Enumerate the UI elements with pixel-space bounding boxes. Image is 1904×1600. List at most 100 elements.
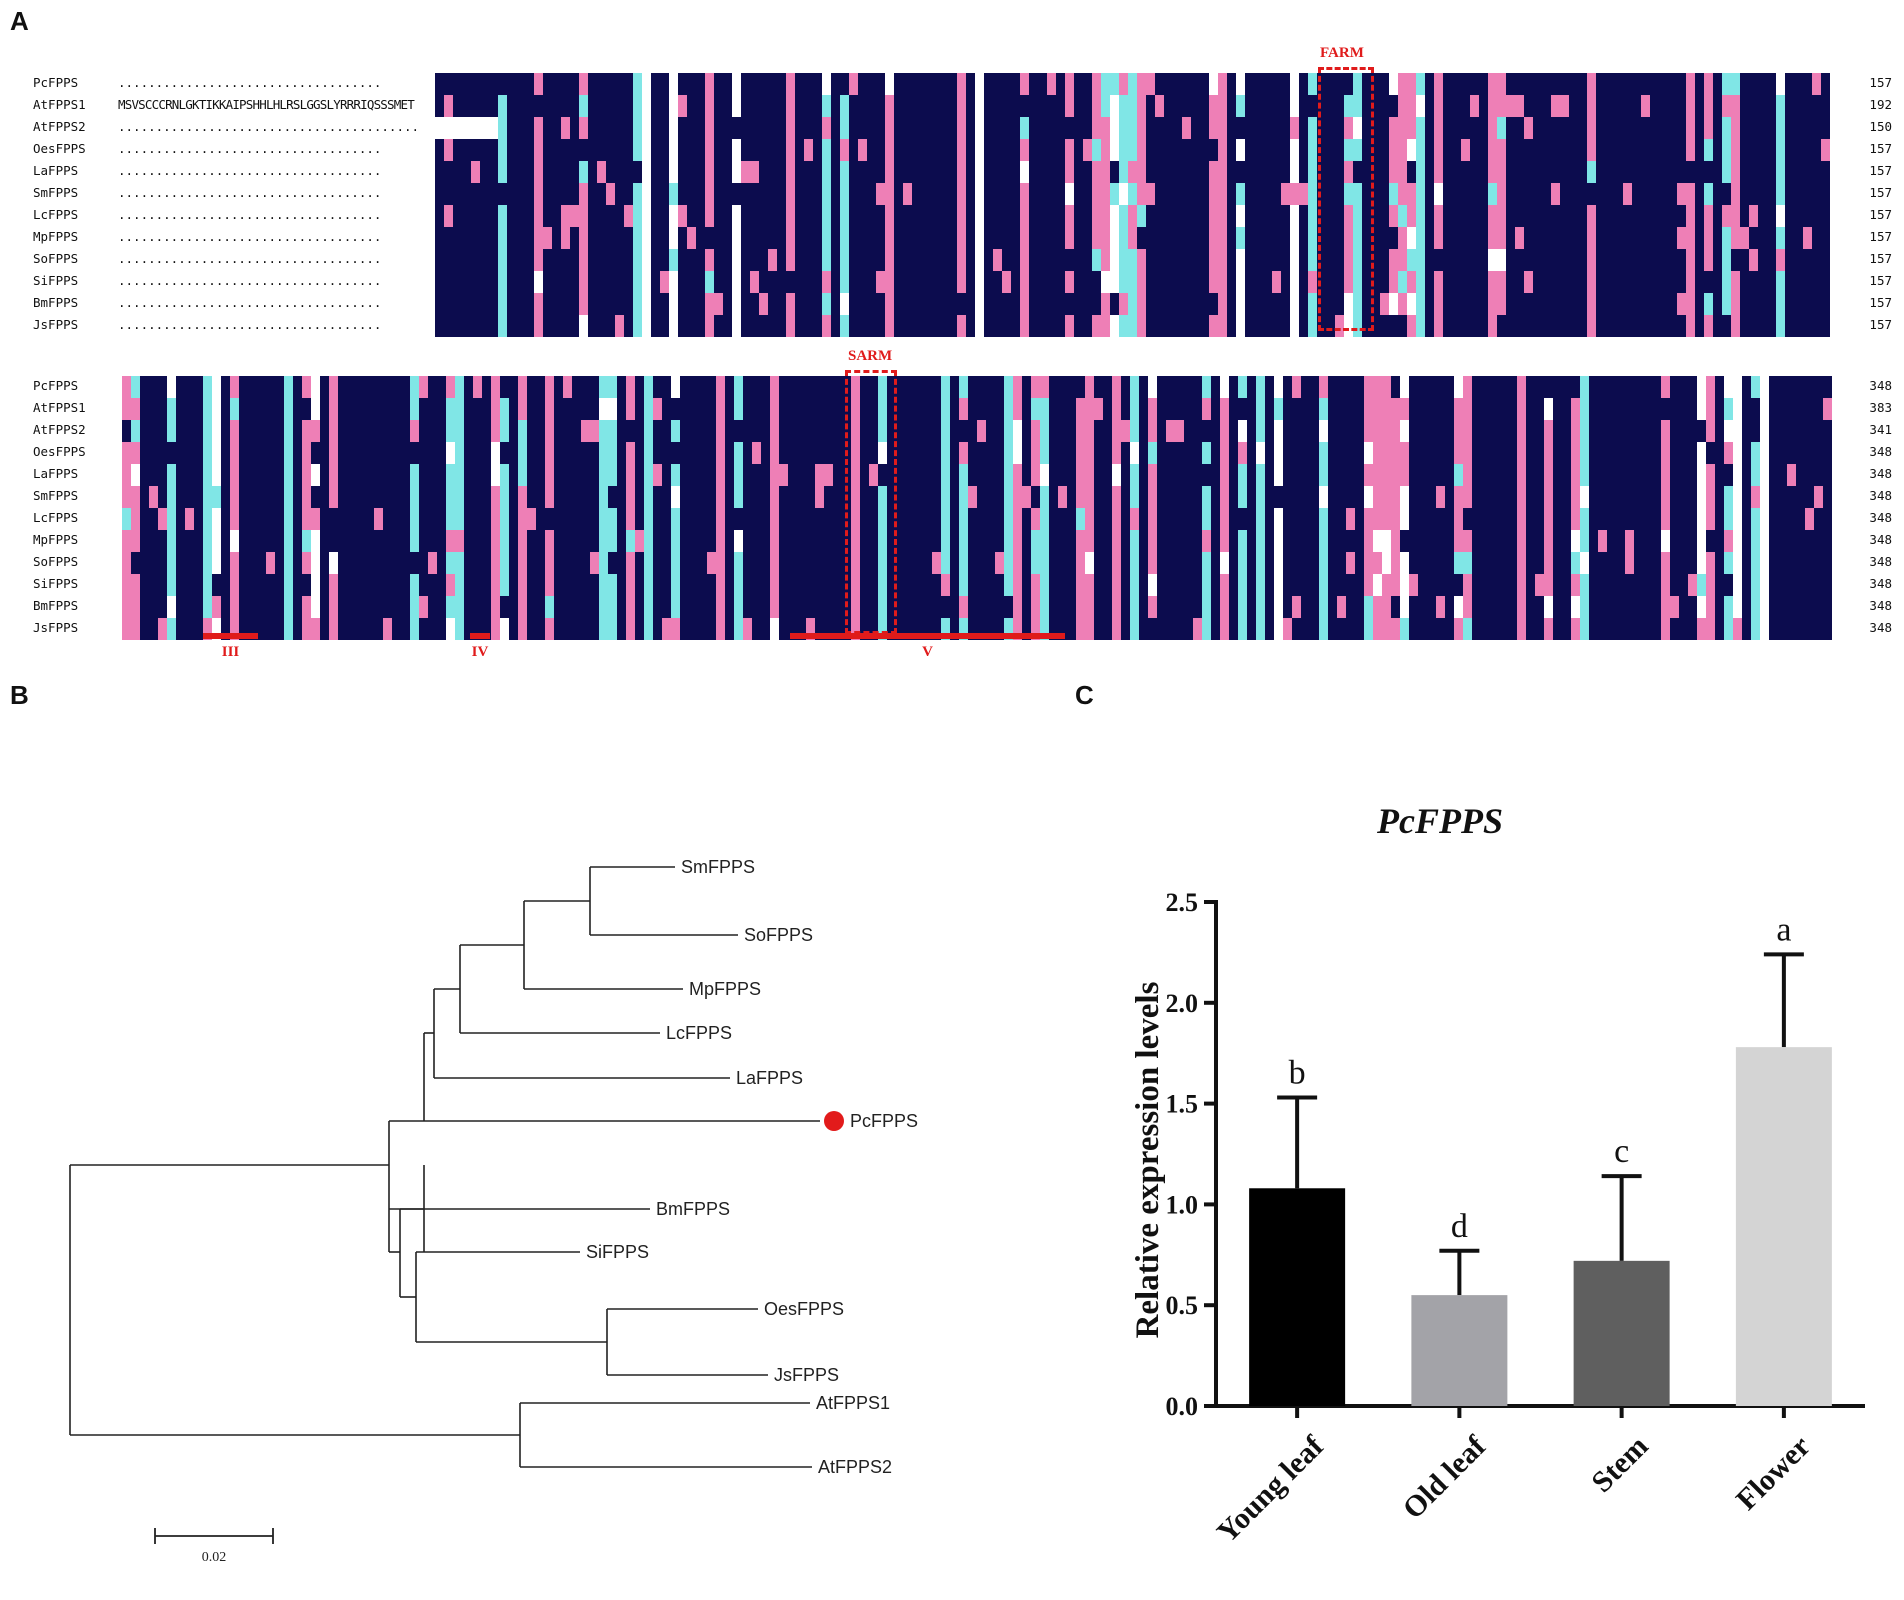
y-tick-label: 1.5 — [1166, 1090, 1199, 1119]
tree-tip-label: PcFPPS — [850, 1111, 918, 1131]
seq-end-position: 192 — [1869, 97, 1892, 112]
seq-residues — [122, 442, 1835, 464]
seq-residues — [435, 271, 1835, 293]
seq-end-position: 150 — [1869, 119, 1892, 134]
seq-residues — [122, 574, 1835, 596]
seq-end-position: 348 — [1869, 576, 1892, 591]
bar-young-leaf — [1249, 1188, 1346, 1406]
alignment-block-1: PcFPPS..................................… — [0, 45, 1904, 420]
chart-title: PcFPPS — [1376, 801, 1503, 841]
seq-name: OesFPPS — [33, 141, 86, 156]
scale-bar: 0.02 — [154, 1528, 274, 1565]
seq-residues — [122, 486, 1835, 508]
tree-tip-label: MpFPPS — [689, 979, 761, 999]
seq-residues — [122, 376, 1835, 398]
motif-bar — [790, 633, 1065, 639]
motif-label-farm: FARM — [1320, 45, 1364, 61]
seq-gap-dots: ................................... — [118, 141, 382, 156]
seq-residues — [435, 315, 1835, 337]
seq-residues — [122, 508, 1835, 530]
tree-tip-label: LcFPPS — [666, 1023, 732, 1043]
alignment-block-2: PcFPPS 348 AtFPPS1 383 AtFPPS2 341 OesFPPS 348 L… — [0, 348, 1904, 665]
y-tick-label: 2.5 — [1166, 888, 1199, 917]
seq-residues — [122, 596, 1835, 618]
seq-end-position: 348 — [1869, 554, 1892, 569]
panel-c-label: C — [1075, 680, 1094, 710]
seq-name: MpFPPS — [33, 532, 79, 547]
seq-name: BmFPPS — [33, 598, 79, 613]
seq-name: SoFPPS — [33, 251, 79, 266]
seq-residues — [122, 464, 1835, 486]
seq-name: SiFPPS — [33, 273, 79, 288]
significance-letter: a — [1776, 911, 1791, 948]
tree-tip-label: SiFPPS — [586, 1242, 649, 1262]
motif-label: V — [922, 644, 933, 660]
seq-name: SoFPPS — [33, 554, 79, 569]
panel-b-label: B — [10, 680, 29, 710]
seq-end-position: 383 — [1869, 400, 1892, 415]
seq-name: PcFPPS — [33, 75, 79, 90]
motif-label-sarm: SARM — [848, 348, 893, 364]
motif-bar — [470, 633, 490, 639]
seq-gap-dots: ................................... — [118, 295, 382, 310]
scale-label: 0.02 — [202, 1550, 227, 1565]
seq-name: LaFPPS — [33, 163, 79, 178]
tree-tip-label: BmFPPS — [656, 1199, 730, 1219]
seq-end-position: 157 — [1869, 185, 1892, 200]
motif-label: III — [221, 644, 240, 660]
seq-name: SmFPPS — [33, 185, 79, 200]
y-axis-label: Relative expression levels — [1130, 981, 1166, 1338]
seq-residues — [122, 398, 1835, 420]
tree-tip-label: SoFPPS — [744, 925, 813, 945]
seq-name: LcFPPS — [33, 510, 79, 525]
y-tick-label: 0.5 — [1166, 1291, 1199, 1320]
seq-end-position: 157 — [1869, 273, 1892, 288]
seq-residues — [435, 161, 1835, 183]
seq-residues — [435, 293, 1835, 315]
seq-name: AtFPPS1 — [33, 97, 86, 112]
seq-gap-dots: ................................... — [118, 229, 382, 244]
seq-name: LcFPPS — [33, 207, 79, 222]
tree-tip-label: JsFPPS — [774, 1365, 839, 1385]
seq-name: LaFPPS — [33, 466, 79, 481]
seq-name: AtFPPS2 — [33, 422, 86, 437]
seq-residues — [435, 227, 1835, 249]
seq-end-position: 348 — [1869, 466, 1892, 481]
seq-name: SiFPPS — [33, 576, 79, 591]
seq-residues — [435, 249, 1835, 271]
seq-end-position: 348 — [1869, 378, 1892, 393]
y-tick-label: 1.0 — [1166, 1190, 1199, 1219]
seq-end-position: 157 — [1869, 251, 1892, 266]
seq-end-position: 157 — [1869, 317, 1892, 332]
seq-end-position: 157 — [1869, 75, 1892, 90]
seq-end-position: 348 — [1869, 598, 1892, 613]
motif-box-farm — [1318, 67, 1374, 331]
seq-end-position: 157 — [1869, 229, 1892, 244]
seq-gap-dots: ................................... — [118, 273, 382, 288]
seq-end-position: 348 — [1869, 488, 1892, 503]
significance-letter: b — [1289, 1055, 1306, 1092]
motif-bar — [203, 633, 258, 639]
seq-name: MpFPPS — [33, 229, 79, 244]
bar-stem — [1573, 1260, 1670, 1406]
seq-gap-dots: ................................... — [118, 251, 382, 266]
seq-name: BmFPPS — [33, 295, 79, 310]
seq-residues — [495, 117, 1835, 139]
seq-gap-dots: ................................... — [118, 163, 382, 178]
x-tick-label: Young leaf — [1211, 1429, 1331, 1549]
x-tick-label: Stem — [1585, 1430, 1654, 1499]
tree-tip-label: LaFPPS — [736, 1068, 803, 1088]
tree-tip-label: AtFPPS1 — [816, 1393, 890, 1413]
seq-end-position: 341 — [1869, 422, 1892, 437]
seq-gap-dots: ........................................ — [118, 119, 420, 134]
seq-residues — [435, 95, 1835, 117]
seq-gap-dots: ................................... — [118, 207, 382, 222]
x-tick-label: Old leaf — [1397, 1429, 1494, 1526]
seq-end-position: 157 — [1869, 141, 1892, 156]
seq-end-position: 157 — [1869, 163, 1892, 178]
expression-bar-chart: PcFPPS Relative expression levels 0.0 0.5… — [1130, 801, 1865, 1549]
seq-gap-dots: ................................... — [118, 185, 382, 200]
seq-residues — [435, 205, 1835, 227]
significance-letter: c — [1614, 1133, 1629, 1170]
seq-residues — [122, 530, 1835, 552]
